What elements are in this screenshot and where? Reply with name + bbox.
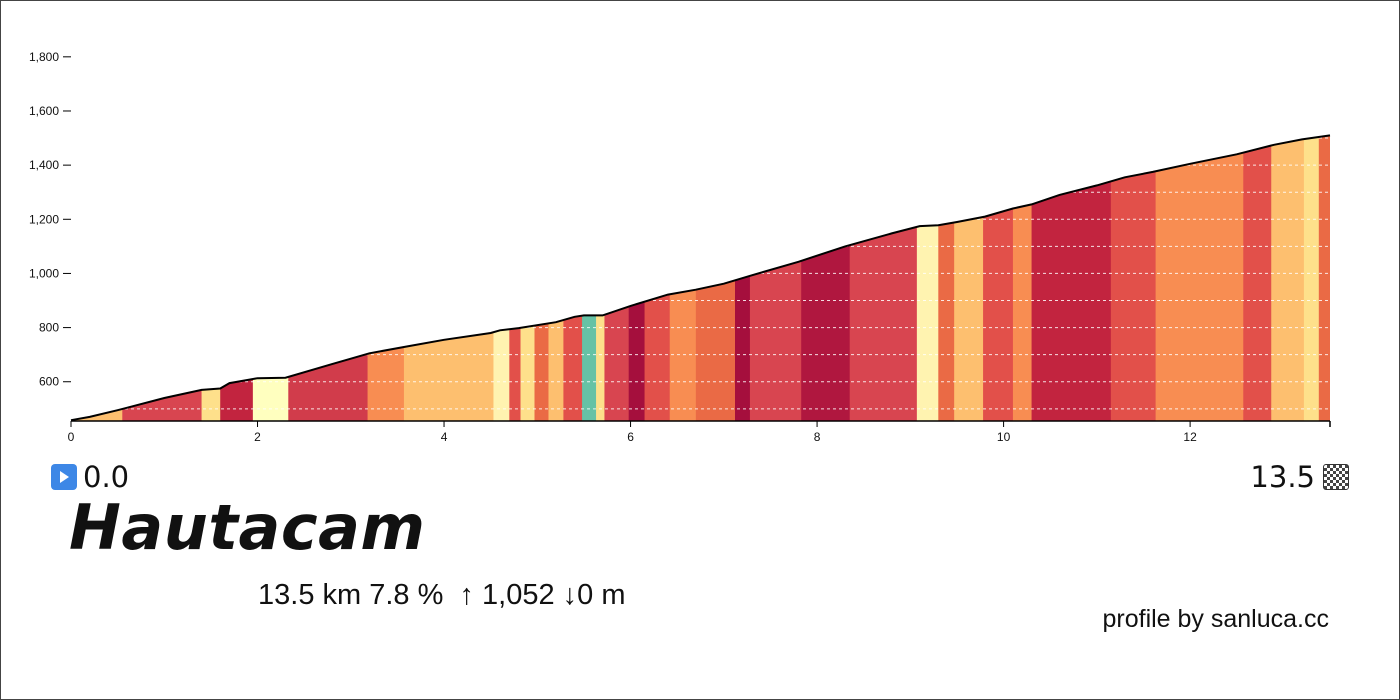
gradient-segment (71, 135, 123, 421)
gradient-segment (1243, 135, 1272, 421)
gradient-segment (954, 135, 984, 421)
gradient-segment (582, 135, 597, 421)
gradient-segment (509, 135, 522, 421)
x-tick-label: 6 (627, 430, 634, 444)
gradient-segment (367, 135, 405, 421)
gradient-segment (596, 135, 606, 421)
play-icon (51, 464, 77, 490)
gradient-segment (849, 135, 918, 421)
checkered-flag-icon (1323, 464, 1349, 490)
gradient-segment (493, 135, 510, 421)
gradient-segment (1318, 135, 1330, 421)
gradient-segment (916, 135, 939, 421)
end-distance: 13.5 (1250, 460, 1315, 494)
gradient-segment (983, 135, 1014, 421)
y-tick-label: 800 (39, 321, 59, 335)
x-tick-label: 12 (1183, 430, 1197, 444)
gradient-segment (604, 135, 630, 421)
gradient-segment (403, 135, 495, 421)
gradient-segment (749, 135, 802, 421)
gradient-segment (1031, 135, 1112, 421)
y-tick-label: 1,400 (29, 158, 59, 172)
gradient-segment (252, 135, 289, 421)
y-tick-label: 1,800 (29, 50, 59, 64)
y-tick-label: 600 (39, 375, 59, 389)
x-tick-label: 4 (441, 430, 448, 444)
gradient-segment (201, 135, 221, 421)
gradient-segment (1155, 135, 1244, 421)
gradient-segment (628, 135, 646, 421)
gradient-segment (644, 135, 671, 421)
gradient-segment (548, 135, 565, 421)
x-tick-label: 0 (68, 430, 75, 444)
gradient-segment (1271, 135, 1305, 421)
x-tick-label: 2 (254, 430, 261, 444)
climb-stats: 13.5 km 7.8 % ↑ 1,052 ↓0 m (258, 579, 626, 611)
gradient-segment (563, 135, 583, 421)
x-tick-label: 10 (997, 430, 1011, 444)
y-tick-label: 1,600 (29, 104, 59, 118)
gradient-segments (71, 135, 1330, 421)
start-marker: 0.0 (51, 460, 129, 494)
gradient-segment (534, 135, 550, 421)
gradient-segment (1012, 135, 1033, 421)
gradient-segment (1303, 135, 1320, 421)
gradient-segment (669, 135, 697, 421)
gradient-segment (520, 135, 536, 421)
profile-outline (70, 134, 1331, 422)
credit-text: profile by sanluca.cc (1102, 605, 1329, 633)
y-tick-label: 1,000 (29, 266, 59, 280)
end-marker: 13.5 (1250, 460, 1349, 494)
gradient-segment (735, 135, 751, 421)
gradient-segment (220, 135, 254, 421)
gradient-segment (801, 135, 851, 421)
climb-title: Hautacam (69, 491, 426, 564)
gradient-segment (122, 135, 203, 421)
start-distance: 0.0 (83, 460, 130, 494)
y-tick-label: 1,200 (29, 212, 59, 226)
gradient-segment (938, 135, 955, 421)
axes: 0 2 4 6 8 10 12 600 800 1,000 1,200 1,400 1,600 1,800 (29, 50, 1331, 444)
x-tick-label: 8 (814, 430, 821, 444)
gradient-segment (1110, 135, 1157, 421)
gradient-segment (695, 135, 736, 421)
